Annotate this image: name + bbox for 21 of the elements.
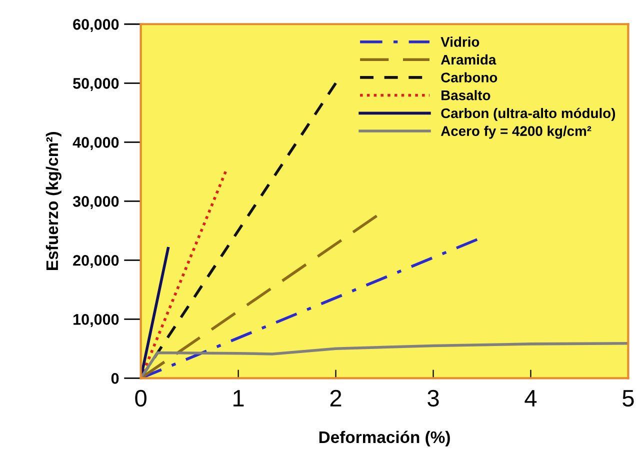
- x-tick-label: 5: [622, 390, 634, 407]
- y-tick-label: 0: [111, 373, 119, 384]
- x-axis-title: Deformación (%): [319, 430, 450, 446]
- x-tick-label: 3: [428, 390, 439, 407]
- y-axis-title: Esfuerzo (kg/cm²): [46, 132, 62, 270]
- x-tick-label: 2: [330, 390, 342, 406]
- legend-label: Carbono: [441, 72, 498, 82]
- y-tick-label: 10,000: [74, 314, 119, 328]
- y-tick-label: 50,000: [73, 78, 119, 92]
- legend-label: Acero fy = 4200 kg/cm²: [440, 126, 592, 139]
- y-tick-label: 40,000: [72, 137, 119, 150]
- legend-label: Basalto: [442, 90, 490, 100]
- x-tick-label: 1: [234, 390, 244, 406]
- legend-label: Aramida: [440, 54, 496, 65]
- y-tick-label: 60,000: [73, 18, 119, 32]
- legend-label: Vidrio: [440, 36, 480, 47]
- x-tick-label: 0: [135, 390, 146, 407]
- y-tick-label: 30,000: [72, 196, 119, 210]
- y-tick-label: 20,000: [73, 255, 119, 268]
- x-tick-label: 4: [524, 390, 537, 406]
- legend-label: Carbon (ultra-alto módulo): [441, 108, 616, 121]
